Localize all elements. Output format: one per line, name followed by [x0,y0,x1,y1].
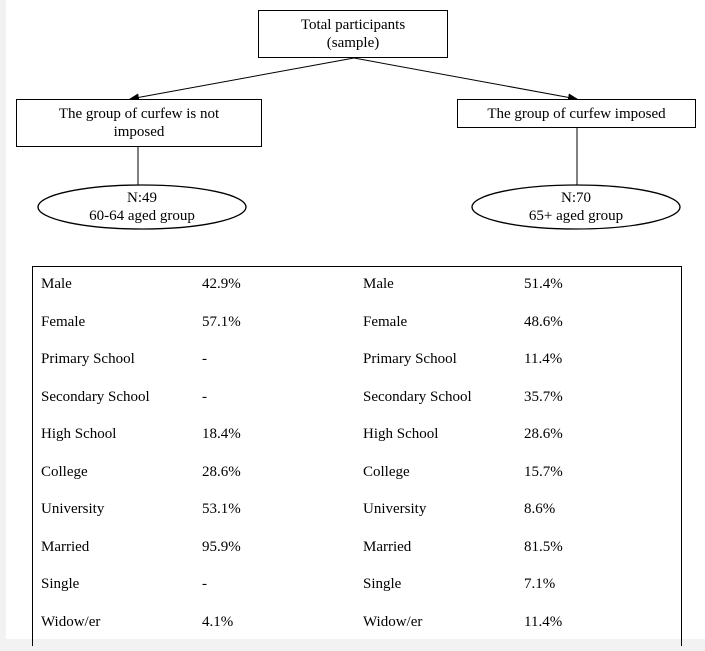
table-row: Secondary School - Secondary School 35.7% [33,389,681,427]
left-value-cell: - [202,351,207,368]
right-value-cell: 7.1% [524,576,555,593]
left-value-cell: 53.1% [202,501,241,518]
table-row: Female 57.1% Female 48.6% [33,314,681,352]
table-row: High School 18.4% High School 28.6% [33,426,681,464]
left-label-cell: Primary School [41,351,135,368]
left-label-cell: College [41,464,88,481]
right-label-cell: Single [363,576,401,593]
right-label-cell: University [363,501,426,518]
left-label-cell: Female [41,314,85,331]
right-group-summary: N:70 65+ aged group [472,189,680,225]
left-value-cell: - [202,389,207,406]
table-row: Single - Single 7.1% [33,576,681,614]
left-value-cell: - [202,576,207,593]
right-value-cell: 51.4% [524,276,563,293]
right-label-cell: Male [363,276,394,293]
root-title-line1: Total participants [301,16,405,34]
left-label-cell: Single [41,576,79,593]
arrow-to-right-group [354,58,577,99]
left-value-cell: 57.1% [202,314,241,331]
left-value-cell: 18.4% [202,426,241,443]
left-label-cell: High School [41,426,116,443]
right-label-cell: Widow/er [363,614,422,631]
root-title-line2: (sample) [327,34,379,52]
right-label-cell: College [363,464,410,481]
left-label-cell: Male [41,276,72,293]
table-row: Primary School - Primary School 11.4% [33,351,681,389]
left-group-n: N:49 [38,189,246,207]
table-row: Widow/er 4.1% Widow/er 11.4% [33,614,681,651]
right-value-cell: 28.6% [524,426,563,443]
left-label-cell: University [41,501,104,518]
left-label-cell: Married [41,539,89,556]
right-value-cell: 48.6% [524,314,563,331]
right-group-age: 65+ aged group [472,207,680,225]
right-value-cell: 15.7% [524,464,563,481]
table-row: Married 95.9% Married 81.5% [33,539,681,577]
left-value-cell: 95.9% [202,539,241,556]
left-label-cell: Widow/er [41,614,100,631]
right-value-cell: 11.4% [524,614,562,631]
right-label-cell: Female [363,314,407,331]
right-value-cell: 8.6% [524,501,555,518]
left-group-title-line1: The group of curfew is not [59,105,219,123]
left-group-title-line2: imposed [114,123,165,141]
right-value-cell: 11.4% [524,351,562,368]
right-label-cell: Primary School [363,351,457,368]
right-label-cell: Married [363,539,411,556]
right-group-n: N:70 [472,189,680,207]
left-group-summary: N:49 60-64 aged group [38,189,246,225]
root-node: Total participants (sample) [258,10,448,58]
right-label-cell: High School [363,426,438,443]
arrow-to-left-group [130,58,354,99]
right-value-cell: 35.7% [524,389,563,406]
table-row: Male 42.9% Male 51.4% [33,276,681,314]
left-value-cell: 42.9% [202,276,241,293]
left-group-age: 60-64 aged group [38,207,246,225]
table-row: University 53.1% University 8.6% [33,501,681,539]
left-group-node: The group of curfew is not imposed [16,99,262,147]
demographics-table: Male 42.9% Male 51.4% Female 57.1% Female 48.6%… [32,266,682,646]
right-label-cell: Secondary School [363,389,472,406]
right-group-title: The group of curfew imposed [487,105,665,123]
left-value-cell: 28.6% [202,464,241,481]
table-row: College 28.6% College 15.7% [33,464,681,502]
diagram-canvas: Total participants (sample) The group of… [6,0,705,639]
left-value-cell: 4.1% [202,614,233,631]
right-value-cell: 81.5% [524,539,563,556]
left-label-cell: Secondary School [41,389,150,406]
right-group-node: The group of curfew imposed [457,99,696,128]
